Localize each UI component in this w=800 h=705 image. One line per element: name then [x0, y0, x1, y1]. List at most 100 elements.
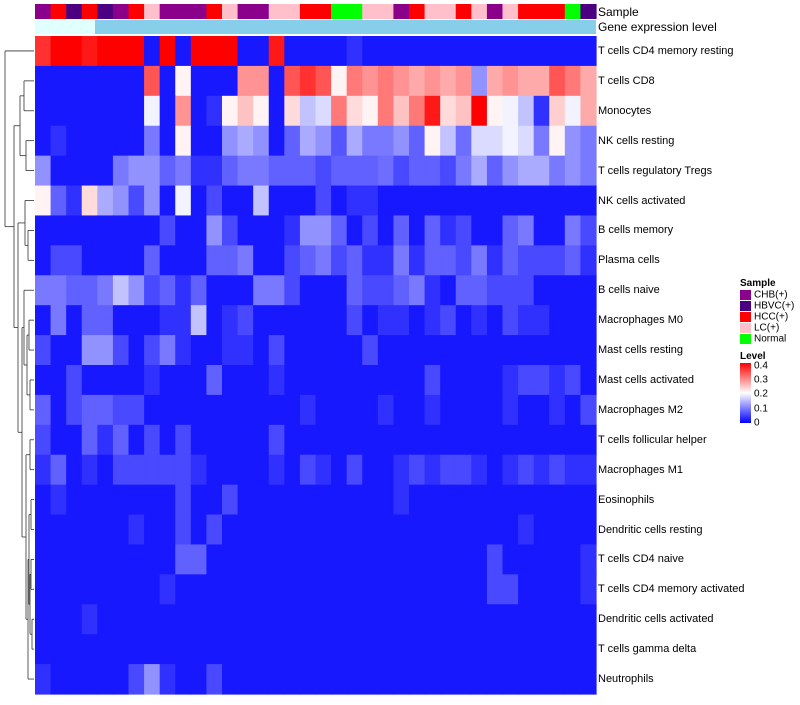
- heatmap-cell: [112, 634, 130, 665]
- heatmap-cell: [393, 185, 410, 217]
- heatmap-cell: [222, 125, 239, 157]
- heatmap-cell: [66, 305, 83, 336]
- heatmap-cell: [268, 365, 285, 396]
- heatmap-cell: [393, 155, 410, 187]
- heatmap-cell: [331, 484, 348, 516]
- heatmap-cell: [237, 155, 254, 187]
- row-label: T cells CD4 memory resting: [598, 44, 734, 57]
- heatmap-cell: [424, 95, 441, 127]
- heatmap-cell: [253, 484, 270, 516]
- heatmap-cell: [222, 484, 239, 516]
- heatmap-cell: [424, 185, 441, 217]
- heatmap-cell: [502, 65, 519, 97]
- heatmap-cell: [50, 454, 67, 486]
- heatmap-cell: [81, 365, 98, 396]
- heatmap-cell: [409, 335, 426, 366]
- heatmap-cell: [533, 394, 550, 426]
- heatmap-cell: [175, 65, 192, 97]
- heatmap-cell: [455, 514, 472, 546]
- heatmap-cell: [159, 634, 176, 665]
- heatmap-cell: [237, 95, 254, 127]
- heatmap-cell: [159, 454, 176, 486]
- heatmap-cell: [409, 305, 426, 336]
- heatmap-cell: [393, 305, 410, 336]
- heatmap-cell: [237, 604, 254, 635]
- heatmap-cell: [486, 335, 504, 366]
- heatmap-cell: [35, 514, 52, 546]
- heatmap-cell: [144, 544, 161, 575]
- heatmap-cell: [502, 484, 519, 516]
- sample-annotation-cell: [564, 4, 582, 19]
- heatmap-cell: [222, 544, 239, 575]
- heatmap-cell: [424, 335, 441, 366]
- heatmap-cell: [128, 365, 145, 396]
- heatmap-cell: [299, 275, 317, 306]
- heatmap-cell: [455, 275, 472, 306]
- heatmap-cell: [81, 305, 98, 336]
- heatmap-cell: [580, 365, 597, 396]
- heatmap-cell: [393, 125, 410, 157]
- heatmap-cell: [81, 634, 98, 665]
- heatmap-cell: [284, 544, 301, 575]
- heatmap-cell: [362, 484, 379, 516]
- heatmap-cell: [409, 634, 426, 665]
- heatmap-cell: [35, 544, 52, 575]
- heatmap-cell: [533, 215, 550, 246]
- heatmap-cell: [440, 424, 457, 456]
- heatmap-cell: [190, 155, 208, 187]
- heatmap-cell: [502, 95, 519, 127]
- heatmap-cell: [206, 604, 223, 635]
- heatmap-cell: [159, 544, 176, 575]
- heatmap-cell: [409, 544, 426, 575]
- heatmap-cell: [253, 245, 270, 276]
- heatmap-cell: [502, 365, 519, 396]
- heatmap-cell: [253, 544, 270, 575]
- heatmap-cell: [549, 245, 566, 276]
- sample-annotation-cell: [206, 4, 223, 19]
- heatmap-cell: [315, 65, 332, 97]
- heatmap-cell: [455, 424, 472, 456]
- heatmap-cell: [299, 125, 317, 157]
- heatmap-cell: [409, 574, 426, 605]
- heatmap-cell: [253, 454, 270, 486]
- heatmap-cell: [518, 604, 535, 635]
- heatmap-cell: [533, 424, 550, 456]
- heatmap-cell: [144, 394, 161, 426]
- heatmap-cell: [97, 634, 114, 665]
- heatmap-cell: [112, 424, 130, 456]
- heatmap-cell: [393, 394, 410, 426]
- heatmap-cell: [455, 215, 472, 246]
- heatmap-cell: [268, 305, 285, 336]
- heatmap-cell: [159, 125, 176, 157]
- heatmap-cell: [331, 305, 348, 336]
- heatmap-cell: [377, 95, 395, 127]
- heatmap-cell: [580, 394, 597, 426]
- heatmap-cell: [377, 544, 395, 575]
- heatmap-cell: [284, 275, 301, 306]
- heatmap-cell: [533, 305, 550, 336]
- heatmap-cell: [237, 185, 254, 217]
- heatmap-cell: [66, 604, 83, 635]
- heatmap-cell: [128, 245, 145, 276]
- heatmap-cell: [518, 335, 535, 366]
- heatmap-cell: [112, 215, 130, 246]
- heatmap-cell: [66, 65, 83, 97]
- heatmap-cell: [237, 215, 254, 246]
- heatmap-cell: [362, 424, 379, 456]
- heatmap-cell: [533, 125, 550, 157]
- heatmap-cell: [549, 604, 566, 635]
- heatmap-cell: [268, 335, 285, 366]
- heatmap-cell: [455, 394, 472, 426]
- heatmap-cell: [346, 215, 363, 246]
- heatmap-cell: [190, 305, 208, 336]
- heatmap-cell: [66, 544, 83, 575]
- row-label: B cells naive: [598, 284, 660, 297]
- heatmap-cell: [362, 365, 379, 396]
- heatmap-cell: [377, 155, 395, 187]
- heatmap-cell: [35, 394, 52, 426]
- heatmap-cell: [393, 36, 410, 67]
- row-label: Macrophages M2: [598, 403, 683, 416]
- heatmap-cell: [471, 185, 488, 217]
- heatmap-cell: [471, 365, 488, 396]
- heatmap-cell: [471, 424, 488, 456]
